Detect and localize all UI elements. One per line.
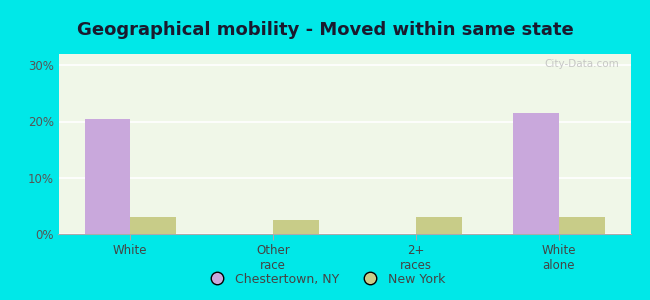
Bar <box>416 217 462 234</box>
Bar <box>513 113 559 234</box>
Bar <box>130 217 176 234</box>
Bar <box>559 217 604 234</box>
Text: City-Data.com: City-Data.com <box>544 59 619 69</box>
Bar <box>273 220 318 234</box>
Bar <box>84 119 130 234</box>
Legend: Chestertown, NY, New York: Chestertown, NY, New York <box>200 268 450 291</box>
Text: Geographical mobility - Moved within same state: Geographical mobility - Moved within sam… <box>77 21 573 39</box>
